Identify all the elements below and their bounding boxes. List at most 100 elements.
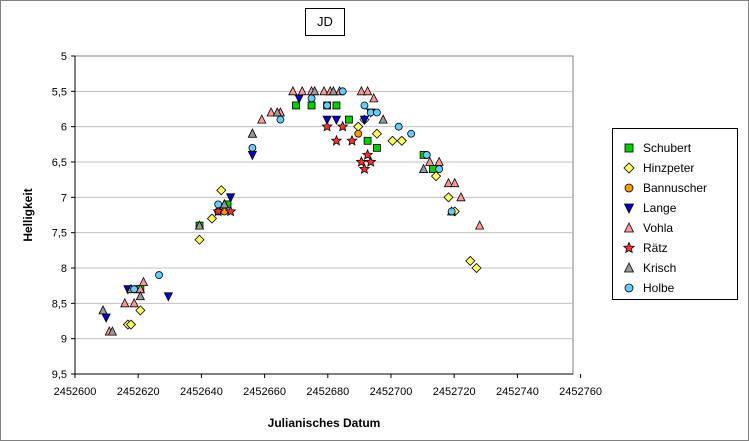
legend-marker xyxy=(623,242,635,254)
data-point xyxy=(447,207,456,216)
y-tick-label: 7,5 xyxy=(52,228,67,240)
data-point xyxy=(465,255,476,266)
x-axis-title: Julianisches Datum xyxy=(268,416,381,430)
data-point xyxy=(422,151,431,159)
data-point xyxy=(135,305,146,316)
data-point xyxy=(471,262,482,274)
data-point xyxy=(321,120,333,132)
legend-marker xyxy=(624,143,634,153)
data-point xyxy=(456,191,466,202)
data-point xyxy=(248,143,257,152)
data-point xyxy=(330,134,343,146)
data-point xyxy=(387,135,398,146)
data-point xyxy=(194,234,205,245)
data-point xyxy=(310,85,320,96)
data-point xyxy=(336,120,349,132)
data-point xyxy=(359,115,370,125)
data-point xyxy=(219,199,230,209)
data-point xyxy=(323,101,332,110)
data-point xyxy=(364,155,377,167)
legend: Schubert Hinzpeter Bannuscher Lange Vohla Rät… xyxy=(612,128,738,300)
legend-item: Lange xyxy=(613,198,737,218)
legend-marker xyxy=(624,183,634,193)
data-point xyxy=(407,129,416,138)
legend-label: Schubert xyxy=(643,141,692,155)
legend-label: Holbe xyxy=(643,281,675,295)
y-axis-title: Helligkeit xyxy=(21,188,35,241)
y-tick-label: 6 xyxy=(61,122,67,134)
data-point xyxy=(216,185,227,196)
data-point xyxy=(163,292,174,302)
data-point xyxy=(356,85,366,96)
data-point xyxy=(394,122,403,131)
x-tick-label: 2452740 xyxy=(496,386,539,398)
data-point xyxy=(135,290,146,301)
data-point xyxy=(257,114,267,124)
data-point xyxy=(373,143,381,152)
data-point xyxy=(346,134,358,146)
x-tick-label: 2452640 xyxy=(180,386,223,398)
series-holbe xyxy=(130,87,456,294)
y-tick-label: 8,5 xyxy=(52,298,67,310)
data-point xyxy=(319,85,329,96)
data-point xyxy=(332,101,341,110)
data-point xyxy=(155,271,163,279)
data-point xyxy=(194,220,205,230)
legend-item: Schubert xyxy=(613,138,737,158)
y-tick-label: 5 xyxy=(61,51,67,63)
legend-marker xyxy=(623,262,635,273)
legend-item: Vohla xyxy=(613,218,737,238)
data-point xyxy=(450,177,460,188)
data-point xyxy=(322,115,332,125)
legend-label: Bannuscher xyxy=(643,181,708,195)
data-point xyxy=(363,136,372,145)
y-tick-label: 6,5 xyxy=(52,157,67,169)
data-point xyxy=(266,107,276,117)
data-point xyxy=(220,207,229,216)
data-point xyxy=(355,155,368,167)
data-point xyxy=(214,200,223,209)
data-point xyxy=(354,129,363,138)
legend-label: Vohla xyxy=(643,221,674,235)
chart-title: JD xyxy=(305,8,345,36)
data-point xyxy=(276,115,285,124)
data-point xyxy=(225,193,236,203)
data-point xyxy=(331,115,342,125)
y-tick-label: 8 xyxy=(61,263,67,275)
data-point xyxy=(369,93,379,103)
data-point xyxy=(425,156,435,166)
x-tick-label: 2452660 xyxy=(243,386,286,398)
data-point xyxy=(297,85,307,96)
data-point xyxy=(307,94,316,103)
data-point xyxy=(138,276,149,287)
data-point xyxy=(307,101,316,110)
x-tick-label: 2452720 xyxy=(433,386,476,398)
data-point xyxy=(358,163,371,174)
x-tick-label: 2452600 xyxy=(54,386,97,398)
x-tick-label: 2452760 xyxy=(559,386,602,398)
data-point xyxy=(435,165,444,173)
y-tick-label: 5,5 xyxy=(52,86,67,98)
x-tick-label: 2452680 xyxy=(306,386,349,398)
data-point xyxy=(344,115,353,124)
data-point xyxy=(224,205,237,217)
data-point xyxy=(443,192,454,203)
y-tick-label: 7 xyxy=(61,192,67,204)
data-point xyxy=(338,87,347,96)
data-point xyxy=(120,297,130,308)
data-point xyxy=(430,171,442,182)
legend-label: Hinzpeter xyxy=(643,161,695,175)
data-point xyxy=(328,85,338,96)
y-tick-label: 9 xyxy=(61,334,67,346)
data-point xyxy=(98,305,108,315)
legend-item: Bannuscher xyxy=(613,178,737,198)
legend-label: Rätz xyxy=(643,241,668,255)
data-point xyxy=(362,85,373,96)
data-point xyxy=(378,114,388,124)
legend-label: Krisch xyxy=(643,261,677,275)
data-point xyxy=(373,108,381,117)
data-point xyxy=(130,285,139,294)
data-point xyxy=(272,107,282,117)
x-tick-label: 2452700 xyxy=(370,386,413,398)
